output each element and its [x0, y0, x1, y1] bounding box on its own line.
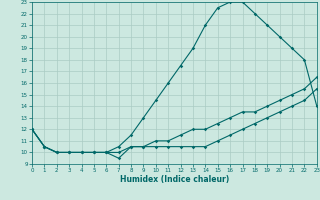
X-axis label: Humidex (Indice chaleur): Humidex (Indice chaleur): [120, 175, 229, 184]
